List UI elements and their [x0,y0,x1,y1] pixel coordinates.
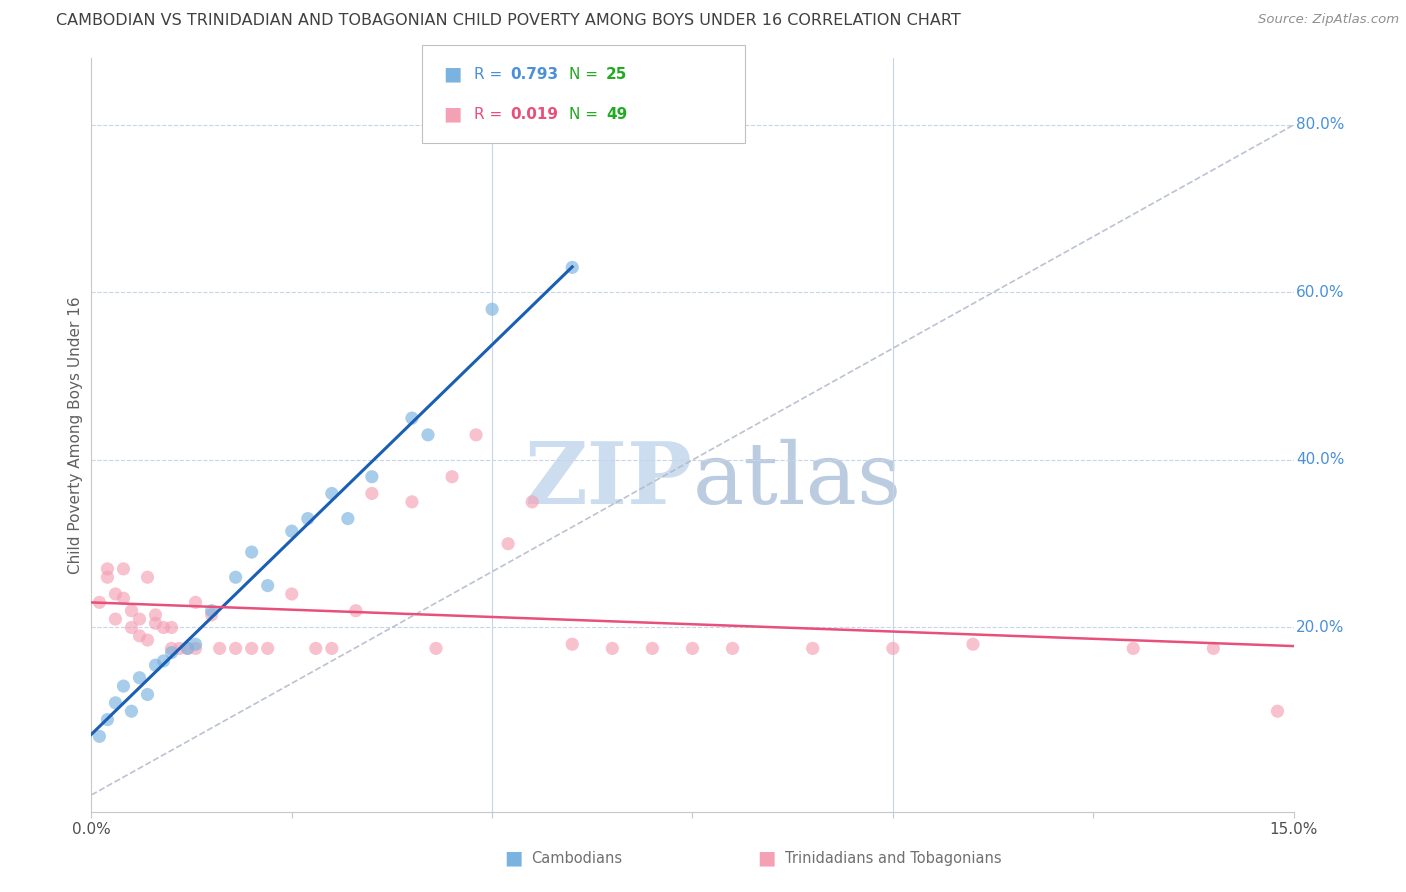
Point [681,641,703,656]
Point [104,696,127,710]
Text: 0.793: 0.793 [510,67,558,81]
Point [1267,704,1289,718]
Text: ZIP: ZIP [524,438,692,522]
Point [321,641,343,656]
Point [89,595,111,609]
Text: ■: ■ [503,848,523,868]
Point [145,658,167,673]
Point [281,524,304,538]
Point [962,637,984,651]
Point [360,486,382,500]
Point [225,570,247,584]
Text: 25: 25 [606,67,627,81]
Point [401,411,423,425]
Point [184,641,207,656]
Point [160,641,183,656]
Point [89,730,111,744]
Text: N =: N = [569,107,603,121]
Point [360,469,382,483]
Point [112,591,135,606]
Y-axis label: Child Poverty Among Boys Under 16: Child Poverty Among Boys Under 16 [67,296,83,574]
Point [240,545,263,559]
Point [321,486,343,500]
Point [561,260,583,275]
Text: 40.0%: 40.0% [1296,452,1344,467]
Point [297,511,319,525]
Point [136,570,159,584]
Text: Source: ZipAtlas.com: Source: ZipAtlas.com [1258,13,1399,27]
Point [184,595,207,609]
Point [96,713,118,727]
Point [440,469,463,483]
Point [184,637,207,651]
Text: R =: R = [474,67,508,81]
Point [96,570,118,584]
Point [201,607,224,622]
Text: ■: ■ [756,848,776,868]
Point [201,604,224,618]
Text: Cambodians: Cambodians [531,851,623,865]
Point [561,637,583,651]
Point [104,612,127,626]
Point [882,641,904,656]
Point [136,688,159,702]
Point [416,427,439,442]
Point [425,641,447,656]
Point [801,641,824,656]
Text: R =: R = [474,107,508,121]
Point [522,495,544,509]
Point [128,671,150,685]
Point [112,562,135,576]
Text: 80.0%: 80.0% [1296,118,1344,133]
Point [1122,641,1144,656]
Text: atlas: atlas [692,439,901,522]
Point [145,607,167,622]
Point [1202,641,1225,656]
Text: 60.0%: 60.0% [1296,285,1344,300]
Point [336,511,359,525]
Point [145,616,167,631]
Point [121,620,143,634]
Point [240,641,263,656]
Point [128,629,150,643]
Point [256,641,278,656]
Point [104,587,127,601]
Point [344,604,367,618]
Point [169,641,191,656]
Text: CAMBODIAN VS TRINIDADIAN AND TOBAGONIAN CHILD POVERTY AMONG BOYS UNDER 16 CORREL: CAMBODIAN VS TRINIDADIAN AND TOBAGONIAN … [56,13,960,29]
Text: ■: ■ [443,64,461,84]
Point [208,641,231,656]
Point [96,562,118,576]
Text: Trinidadians and Tobagonians: Trinidadians and Tobagonians [785,851,1001,865]
Point [256,578,278,592]
Point [152,654,174,668]
Point [481,302,503,317]
Point [176,641,198,656]
Point [128,612,150,626]
Point [152,620,174,634]
Text: ■: ■ [443,104,461,124]
Point [136,633,159,648]
Point [305,641,328,656]
Point [721,641,744,656]
Point [281,587,304,601]
Point [121,704,143,718]
Point [602,641,624,656]
Point [176,641,198,656]
Point [160,646,183,660]
Point [225,641,247,656]
Text: 20.0%: 20.0% [1296,620,1344,635]
Text: 49: 49 [606,107,627,121]
Point [160,620,183,634]
Point [641,641,664,656]
Text: 0.019: 0.019 [510,107,558,121]
Point [496,537,519,551]
Text: N =: N = [569,67,603,81]
Point [401,495,423,509]
Point [121,604,143,618]
Point [112,679,135,693]
Point [465,427,488,442]
